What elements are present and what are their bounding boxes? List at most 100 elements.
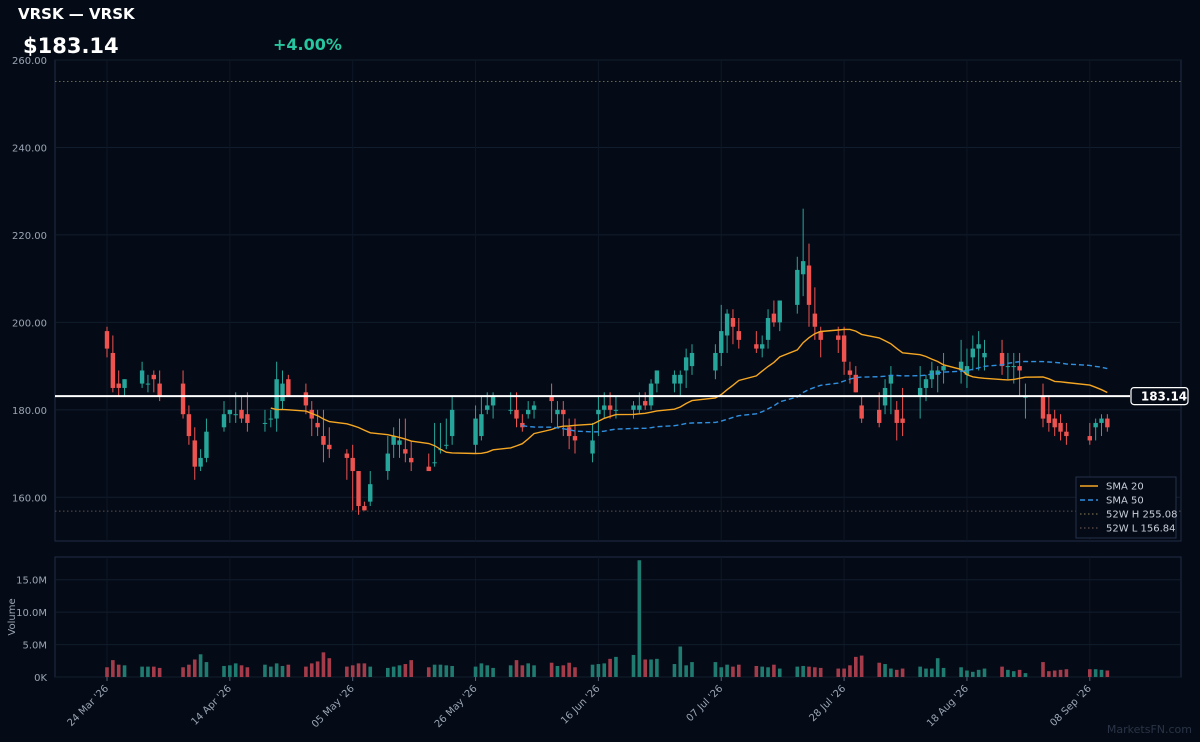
volume-bar — [532, 665, 536, 677]
watermark: MarketsFN.com — [1106, 723, 1192, 736]
volume-bar — [924, 668, 928, 677]
volume-bar — [1093, 669, 1098, 677]
volume-bar — [315, 661, 320, 677]
volume-bar — [602, 663, 607, 677]
volume-bar — [152, 666, 156, 677]
volume-bar — [731, 666, 735, 677]
volume-bar — [157, 667, 162, 677]
candle-body — [596, 409, 601, 415]
legend: SMA 20 SMA 50 52W H 255.08 52W L 156.84 — [1075, 476, 1177, 539]
volume-bar — [181, 667, 185, 677]
volume-bar — [192, 659, 197, 677]
candle-body — [485, 405, 490, 410]
volume-bar — [409, 660, 413, 677]
candlesticks — [104, 208, 1110, 515]
price-y-axis: 160.00 180.00 200.00 220.00 240.00 260.00 — [12, 56, 47, 504]
volume-bar — [1017, 669, 1022, 677]
candle-body — [303, 392, 309, 406]
candle-body — [637, 405, 642, 410]
volume-bar — [818, 667, 823, 677]
candle-body — [859, 405, 864, 419]
candle-body — [157, 383, 162, 397]
volume-bar — [444, 665, 449, 677]
volume-bar — [479, 663, 484, 677]
candle-body — [426, 466, 431, 472]
volume-bar — [941, 667, 946, 677]
volume-bar — [269, 666, 273, 677]
candle-body — [350, 457, 355, 472]
x-tick-label: 28 Jul '26 — [807, 683, 848, 724]
legend-entry: 52W L 156.84 — [1106, 524, 1176, 535]
candle-body — [139, 370, 145, 384]
candle-body — [713, 352, 718, 371]
candle-body — [239, 409, 244, 419]
volume-bar — [491, 667, 495, 677]
volume-bar — [514, 660, 519, 677]
candle-body — [631, 405, 636, 410]
candle-body — [1005, 366, 1011, 368]
volume-bar — [766, 667, 770, 677]
candle-body — [268, 418, 273, 420]
price-panel[interactable]: 160.00 180.00 200.00 220.00 240.00 260.00 183… — [12, 56, 1189, 542]
candle-body — [1064, 431, 1069, 437]
candle-body — [602, 405, 607, 410]
volume-bar — [637, 560, 642, 677]
volume-bar — [549, 662, 554, 677]
volume-bar — [859, 655, 864, 677]
legend-entry: SMA 50 — [1106, 496, 1144, 507]
volume-bar — [146, 666, 150, 677]
candle-body — [192, 440, 197, 467]
candle-body — [479, 414, 484, 437]
candle-body — [812, 313, 818, 327]
candle-body — [941, 366, 946, 371]
y-tick-label: 200.00 — [12, 318, 47, 329]
candle-body — [982, 352, 987, 358]
candle-body — [321, 436, 326, 445]
volume-bar — [813, 667, 817, 677]
x-tick-label: 14 Apr '26 — [190, 683, 234, 727]
candle-body — [145, 383, 151, 385]
candle-body — [531, 405, 537, 410]
volume-bar — [900, 668, 905, 677]
volume-bar — [321, 652, 326, 677]
candle-body — [561, 409, 566, 415]
volume-bar — [889, 668, 893, 677]
volume-bar — [426, 667, 431, 677]
volume-bar — [473, 666, 478, 677]
volume-bar — [1023, 673, 1028, 677]
candle-body — [689, 352, 695, 367]
candle-body — [841, 335, 847, 362]
candle-body — [777, 300, 782, 323]
candle-body — [976, 344, 981, 349]
volume-bar — [105, 667, 109, 677]
candle-body — [1046, 414, 1052, 423]
volume-bar — [438, 664, 443, 677]
volume-panel[interactable]: 0K 5.0M 10.0M 15.0M Volume — [7, 556, 1182, 684]
volume-bar — [561, 665, 566, 677]
volume-bar — [116, 664, 121, 677]
candle-body — [514, 409, 519, 419]
volume-bar — [432, 664, 437, 677]
candle-body — [198, 457, 203, 467]
volume-bar — [111, 660, 115, 677]
volume-bar — [485, 665, 490, 677]
candle-body — [391, 436, 396, 445]
volume-bar — [345, 666, 349, 677]
volume-bar — [1052, 670, 1057, 677]
volume-bar — [573, 667, 577, 677]
candle-body — [719, 331, 724, 353]
volume-bar — [614, 656, 618, 677]
y-tick-label: 260.00 — [12, 56, 47, 67]
candle-body — [444, 444, 449, 446]
candle-body — [754, 344, 759, 349]
candle-body — [221, 414, 227, 428]
volume-bar — [327, 658, 332, 677]
price-panel-frame — [54, 59, 1182, 542]
candle-body — [648, 383, 654, 406]
y-tick-label: 180.00 — [12, 406, 47, 417]
last-price-tag — [1130, 386, 1189, 406]
volume-bar — [362, 663, 367, 677]
candle-body — [917, 387, 923, 397]
candle-body — [900, 418, 905, 423]
